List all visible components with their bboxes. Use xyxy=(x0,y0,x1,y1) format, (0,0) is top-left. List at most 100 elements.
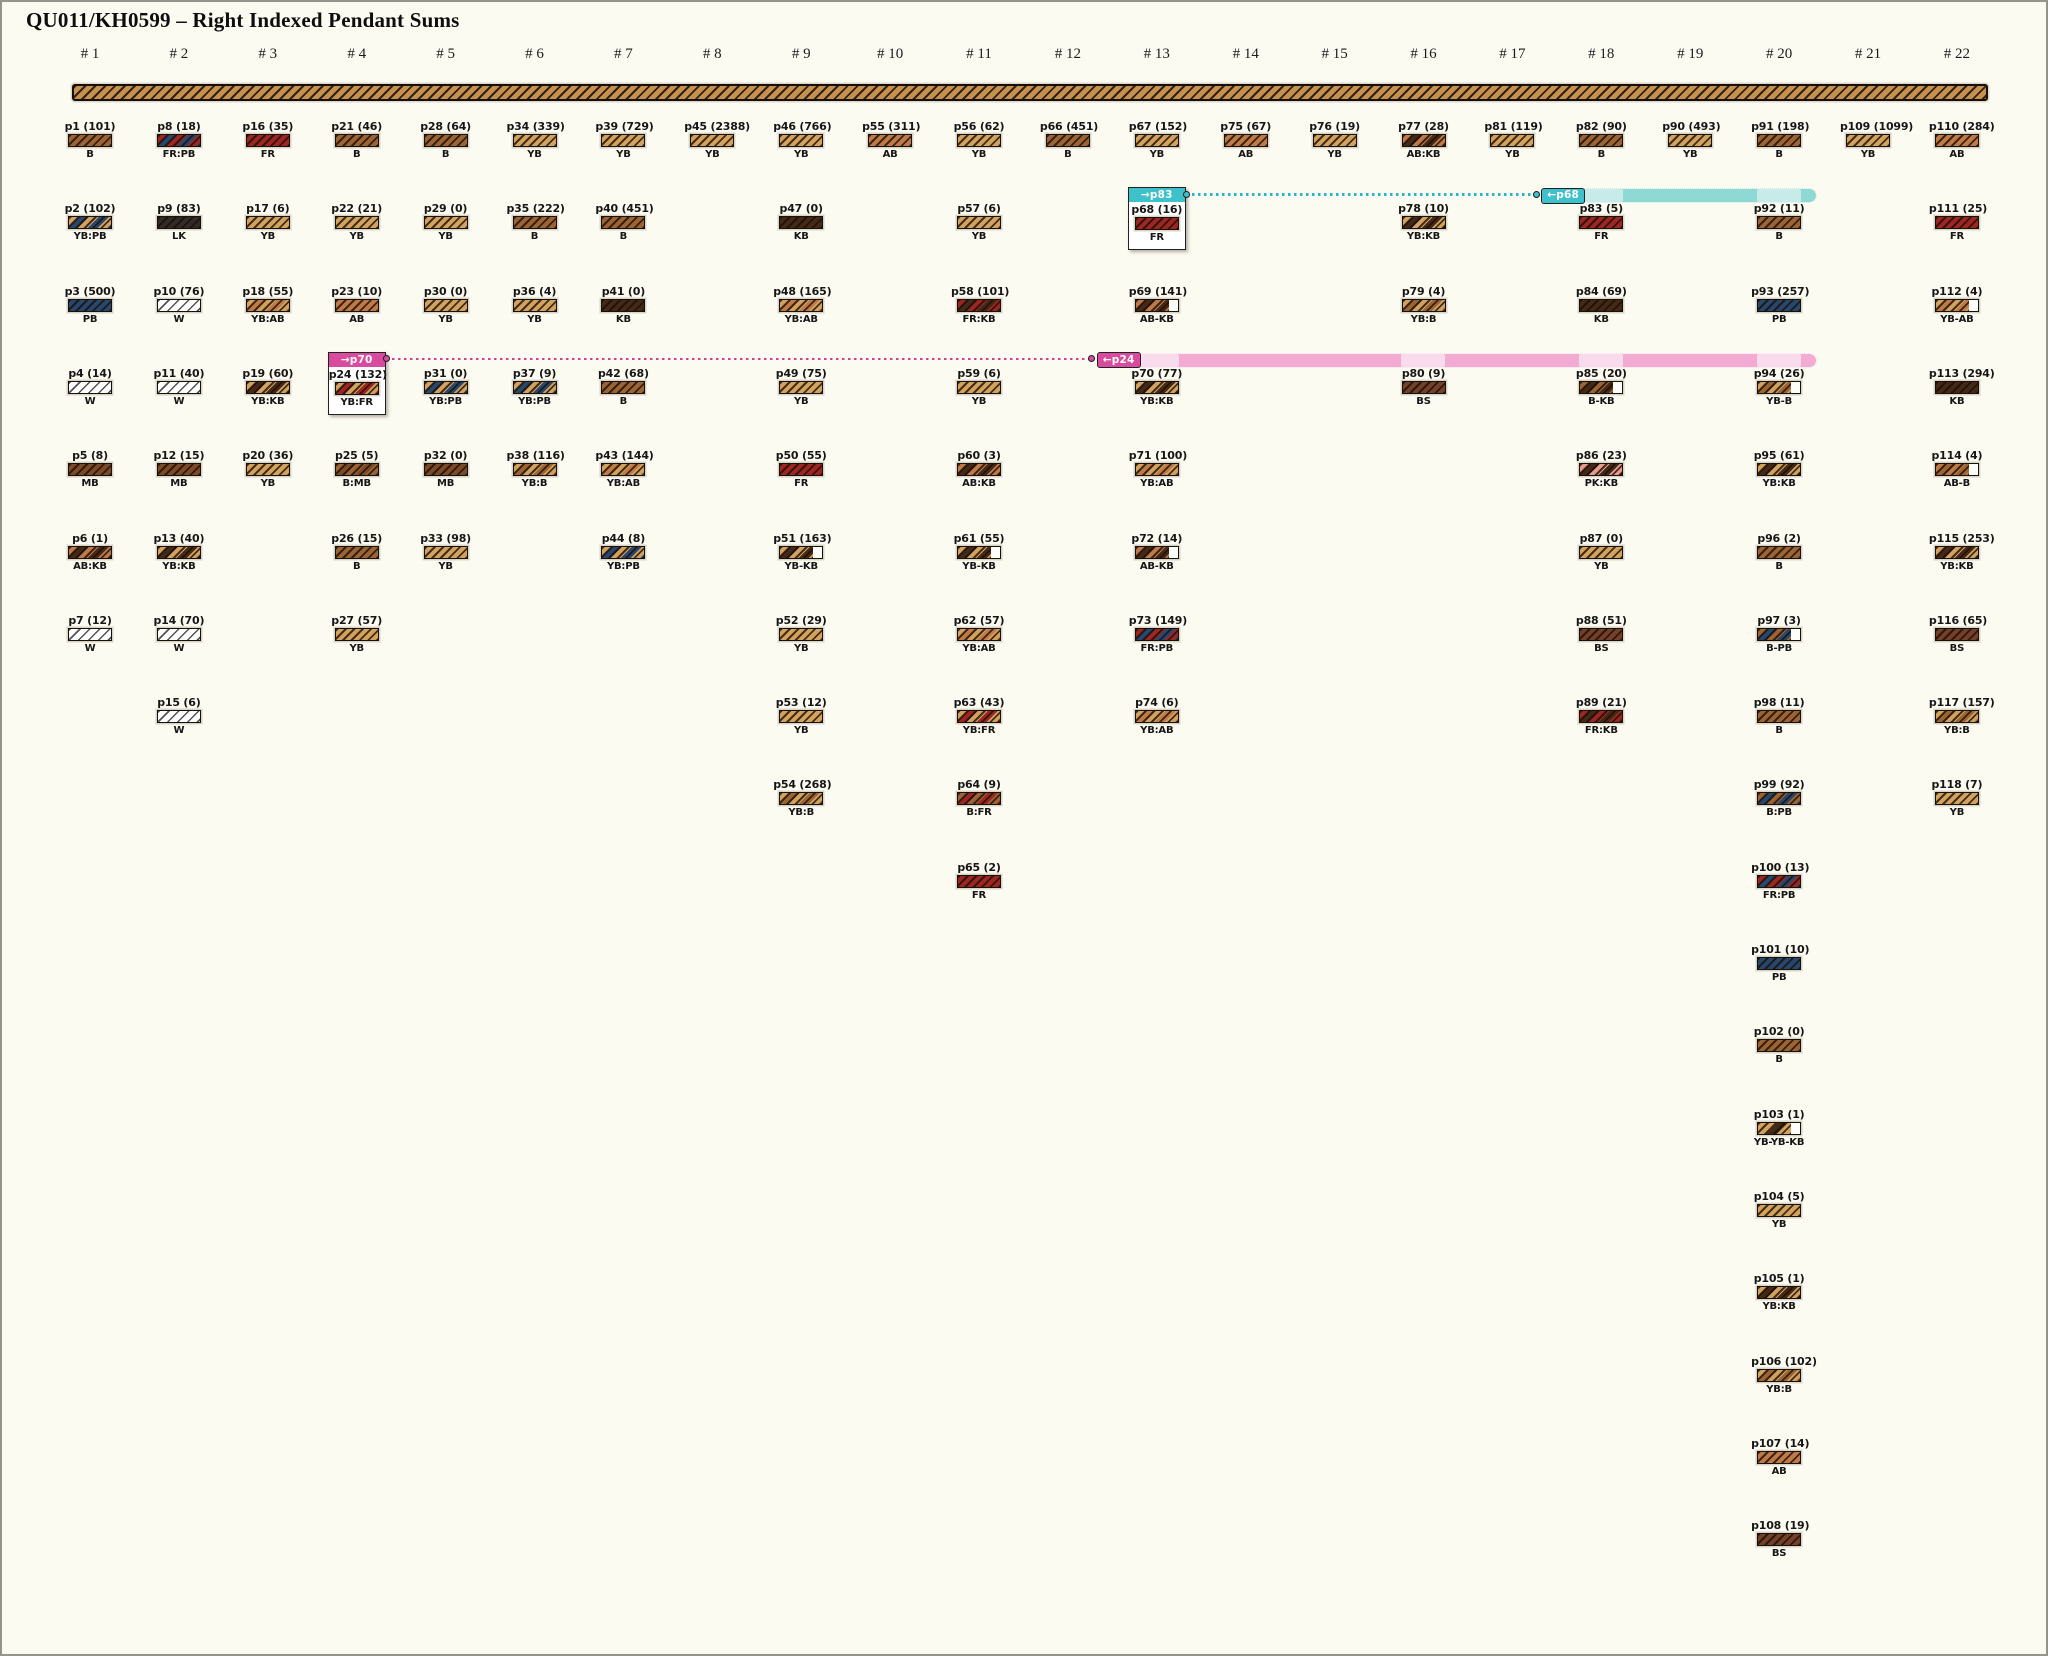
pendant-p104: p104 (5) YB xyxy=(1751,1190,1807,1231)
pendant-p81: p81 (119) YB xyxy=(1484,120,1542,161)
pendant-label: p26 (15) xyxy=(331,531,383,545)
pendant-color-code: B xyxy=(352,560,361,572)
pendant-color-code: YB xyxy=(1860,149,1876,160)
pendant-label: p104 (5) xyxy=(1753,1189,1805,1203)
pendant-cord-bar xyxy=(1134,380,1179,394)
pendant-label: p28 (64) xyxy=(420,120,471,133)
pendant-color-code: FR xyxy=(1149,232,1164,244)
pendant-label: p92 (11) xyxy=(1753,202,1805,216)
pendant-cord-bar xyxy=(423,134,468,147)
pendant-color-code: YB:PB xyxy=(429,395,462,407)
pendant-cord-bar xyxy=(245,380,290,394)
pendant-cord-bar xyxy=(68,627,112,641)
pendant-label: p22 (21) xyxy=(331,202,383,216)
pendant-color-code: FR xyxy=(1594,231,1609,243)
pendant-cord-bar xyxy=(1757,380,1802,394)
pendant-p70: p70 (77) YB:KB xyxy=(1129,367,1185,408)
pendant-cord-bar xyxy=(1934,216,1979,230)
pendant-color-code: FR xyxy=(794,478,809,490)
pendant-label: p91 (198) xyxy=(1751,120,1810,133)
pendant-label: p9 (83) xyxy=(157,202,201,216)
pendant-label: p97 (3) xyxy=(1757,613,1801,627)
pendant-p12: p12 (15) MB xyxy=(151,449,207,490)
pendant-color-code: YB:PB xyxy=(73,231,107,243)
pendant-cord-bar xyxy=(1757,957,1802,970)
pendant-cord-bar xyxy=(1757,1368,1802,1382)
pendant-color-code: YB xyxy=(1682,149,1698,160)
pendant-label: p106 (102) xyxy=(1751,1354,1817,1368)
link-dotted-line-pink xyxy=(385,357,1091,361)
pendant-p64: p64 (9) B:FR xyxy=(951,778,1007,819)
pendant-color-code: YB:KB xyxy=(251,395,285,407)
pendant-label: p40 (451) xyxy=(595,202,654,216)
pendant-p110: p110 (284) AB xyxy=(1929,120,1995,161)
pendant-label: p39 (729) xyxy=(595,120,654,133)
pendant-color-code: MB xyxy=(170,478,188,490)
pendant-color-code: YB:FR xyxy=(340,396,373,408)
pendant-p98: p98 (11) B xyxy=(1751,696,1807,737)
pendant-p87: p87 (0) YB xyxy=(1573,532,1629,573)
pendant-p57: p57 (6) YB xyxy=(951,202,1007,243)
link-dotted-line-teal xyxy=(1185,193,1536,196)
pendant-color-code: B xyxy=(530,231,539,243)
pendant-p18: p18 (55) YB:AB xyxy=(240,285,296,326)
pendant-color-code: B-PB xyxy=(1766,642,1793,654)
pendant-p37: p37 (9) YB:PB xyxy=(507,367,563,408)
pendant-color-code: PB xyxy=(82,313,98,325)
pendant-color-code: YB xyxy=(349,231,364,243)
pendant-cord-bar xyxy=(779,298,824,312)
pendant-color-code: B xyxy=(1775,1054,1783,1066)
pendant-cord-bar xyxy=(779,463,824,477)
pendant-label: p102 (0) xyxy=(1753,1025,1805,1039)
pendant-cord-bar xyxy=(68,545,112,559)
pendant-label: p8 (18) xyxy=(157,120,201,133)
pendant-color-code: AB-B xyxy=(1943,478,1971,490)
column-header-3: # 3 xyxy=(258,46,278,62)
pendant-cord-bar xyxy=(1490,134,1535,147)
pendant-p61: p61 (55) YB-KB xyxy=(951,532,1007,573)
pendant-p94: p94 (26) YB-B xyxy=(1751,367,1807,408)
pendant-cord-bar xyxy=(334,298,379,312)
pendant-p111: p111 (25) FR xyxy=(1929,202,1987,243)
pendant-p117: p117 (157) YB:B xyxy=(1929,696,1995,737)
pendant-cord-bar xyxy=(512,380,557,394)
pendant-p44: p44 (8) YB:PB xyxy=(595,532,651,573)
pendant-label: p112 (4) xyxy=(1931,284,1983,298)
pendant-p93: p93 (257) PB xyxy=(1751,285,1809,326)
pendant-p88: p88 (51) BS xyxy=(1573,614,1629,655)
pendant-label: p88 (51) xyxy=(1575,613,1627,627)
pendant-cord-bar xyxy=(868,134,913,147)
pendant-cord-bar xyxy=(779,545,824,559)
pendant-p20: p20 (36) YB xyxy=(240,449,296,490)
pendant-cord-bar xyxy=(1401,216,1446,230)
pendant-label: p32 (0) xyxy=(423,449,468,463)
pendant-p8: p8 (18) FR:PB xyxy=(151,120,207,161)
pendant-p4: p4 (14) W xyxy=(62,367,118,408)
pendant-label: p82 (90) xyxy=(1575,120,1627,133)
pendant-cord-bar xyxy=(1934,463,1979,477)
pendant-color-code: PB xyxy=(1771,313,1787,325)
pendant-cord-bar xyxy=(957,216,1001,230)
pendant-p1: p1 (101) B xyxy=(62,120,118,161)
column-header-15: # 15 xyxy=(1321,46,1348,62)
pendant-color-code: B-KB xyxy=(1588,395,1615,407)
pendant-color-code: YB:B xyxy=(788,807,815,819)
pendant-p103: p103 (1) YB-YB-KB xyxy=(1751,1108,1807,1149)
pendant-cord-bar xyxy=(1401,134,1446,147)
pendant-cord-bar xyxy=(1401,380,1446,394)
pendant-p17: p17 (6) YB xyxy=(240,202,296,243)
pendant-cord-bar xyxy=(1757,792,1802,806)
pendant-color-code: YB:PB xyxy=(518,395,551,407)
pendant-label: p1 (101) xyxy=(64,120,116,133)
pendant-color-code: YB xyxy=(438,560,453,572)
pendant-color-code: AB:KB xyxy=(1406,149,1441,160)
pendant-label: p116 (65) xyxy=(1928,613,1988,627)
pendant-color-code: YB xyxy=(971,395,987,407)
pendant-p114: p114 (4) AB-B xyxy=(1929,449,1985,490)
pendant-color-code: BS xyxy=(1594,642,1609,654)
pendant-cord-bar xyxy=(1757,1039,1802,1053)
column-header-2: # 2 xyxy=(169,46,189,62)
pendant-color-code: YB:KB xyxy=(1140,395,1174,407)
pendant-p66: p66 (451) B xyxy=(1040,120,1098,161)
pendant-p72: p72 (14) AB-KB xyxy=(1129,532,1185,573)
